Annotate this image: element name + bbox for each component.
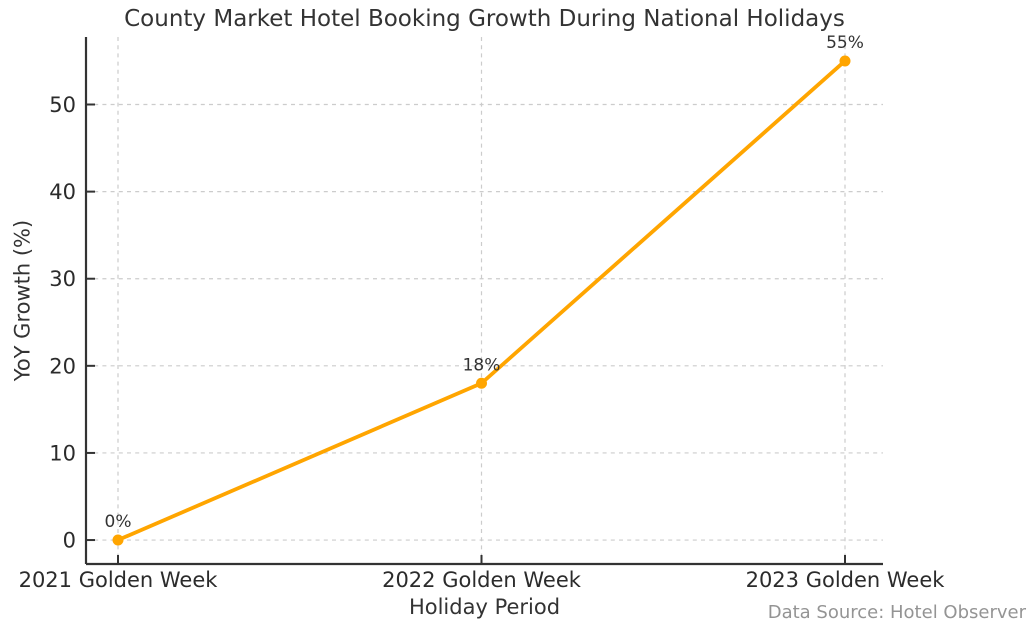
data-point-label: 0% — [105, 512, 132, 532]
data-point-marker — [839, 55, 851, 67]
y-tick-label: 30 — [49, 267, 76, 291]
x-axis-label: Holiday Period — [408, 595, 561, 619]
data-point-label: 55% — [826, 33, 864, 53]
x-tick-label: 2023 Golden Week — [746, 568, 946, 592]
y-tick-label: 50 — [49, 93, 76, 117]
y-tick-label: 10 — [49, 441, 76, 465]
data-point-marker — [112, 534, 124, 546]
y-axis-label: YoY Growth (%) — [10, 219, 35, 382]
data-point-marker — [476, 377, 487, 389]
chart-title: County Market Hotel Booking Growth Durin… — [124, 6, 845, 32]
data-point-label: 18% — [463, 355, 501, 375]
y-tick-label: 20 — [49, 354, 76, 378]
y-tick-label: 0 — [63, 529, 76, 553]
x-tick-label: 2021 Golden Week — [19, 568, 219, 592]
y-tick-label: 40 — [49, 180, 76, 204]
data-source-note: Data Source: Hotel Observer — [767, 602, 1026, 623]
x-tick-label: 2022 Golden Week — [382, 568, 582, 592]
